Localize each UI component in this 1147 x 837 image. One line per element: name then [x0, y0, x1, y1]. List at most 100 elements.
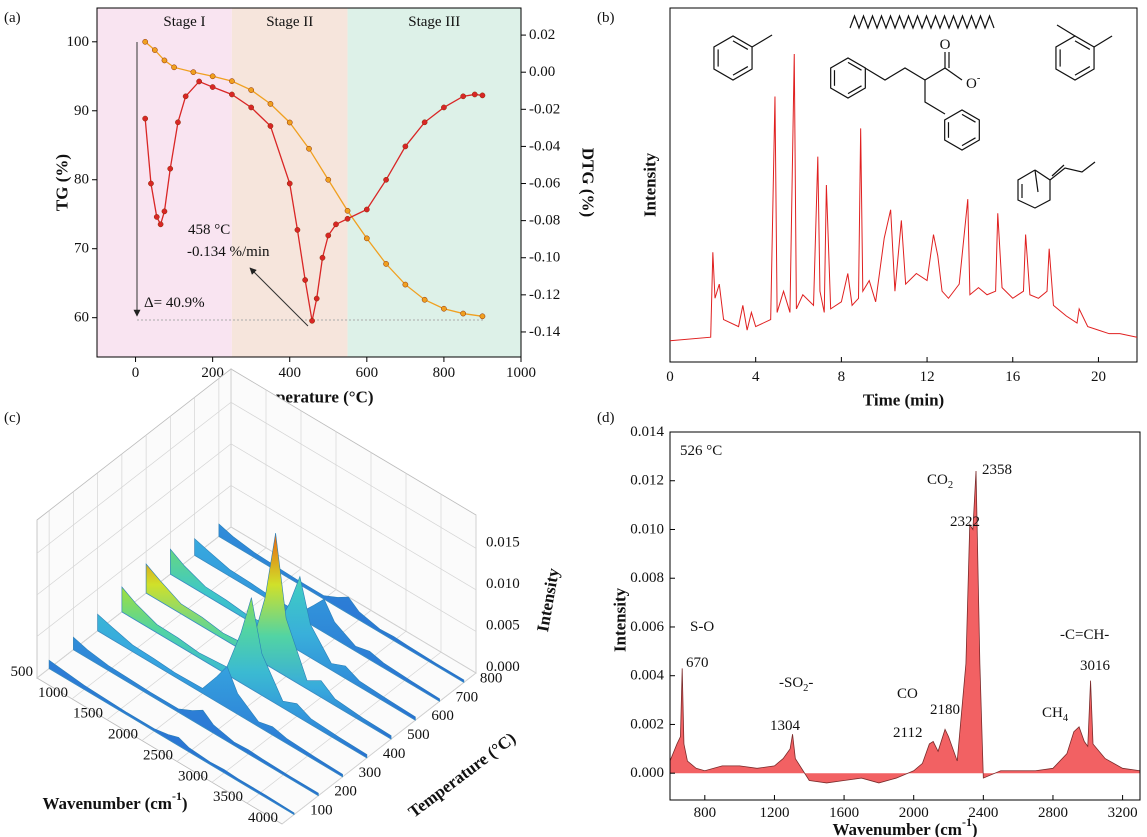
x-tick-label: 3000 [178, 768, 208, 784]
annotation-part: 2 [803, 683, 808, 694]
panel-d: 800 1200 1600 2000 2400 2800 3200 0.000 0.002 0.0… [611, 424, 1141, 837]
point [460, 310, 467, 317]
point [421, 119, 428, 126]
annotation-part: CH [1042, 705, 1063, 721]
annotation: -C=CH- [1060, 627, 1109, 643]
point [157, 221, 164, 228]
ring [944, 109, 980, 151]
x-tick-label: 0 [132, 365, 140, 381]
point [479, 313, 486, 320]
plot-frame [96, 7, 522, 358]
annotation: CO2 [927, 472, 953, 491]
point [294, 227, 301, 233]
y-axis-label: Intensity [641, 152, 660, 217]
bond [1056, 24, 1076, 37]
peak-arrow [249, 267, 309, 327]
panel-label: (d) [597, 410, 615, 426]
y-axis-label: Intensity [611, 587, 630, 652]
atom-label: O- [966, 73, 981, 92]
y-tick-label: 0.000 [630, 765, 664, 781]
annotation-part: -SO [779, 675, 803, 691]
annotation-part: 4 [1063, 713, 1069, 724]
x-tick-label: 2500 [143, 747, 173, 763]
x-tick-label: 500 [11, 664, 34, 680]
point [306, 145, 312, 152]
y2-tick-label: -0.02 [529, 101, 560, 117]
x-axis-label-part: ) [972, 820, 978, 837]
annotation: 2112 [893, 725, 922, 741]
y2-tick-label: -0.06 [529, 176, 561, 192]
point [302, 277, 308, 283]
y-tick-label: 100 [310, 803, 333, 819]
x-tick-label: 800 [433, 365, 456, 381]
atom-label-part: - [977, 73, 981, 84]
z-axis-label: Intensity [533, 566, 563, 633]
annotation-part: 2322 [950, 514, 980, 530]
annotation-part: CO [897, 686, 918, 702]
x-tick-label: 2000 [899, 805, 929, 821]
annotation: 670 [686, 655, 709, 671]
point [267, 101, 274, 107]
x-tick-label: 1600 [829, 805, 859, 821]
ridge-base [145, 592, 392, 740]
grid-line [36, 443, 232, 596]
annotation: 2180 [930, 702, 960, 718]
point [209, 84, 216, 90]
point [441, 305, 447, 312]
double-bond [847, 61, 862, 71]
point [441, 104, 447, 111]
annotation-part: 2358 [982, 462, 1012, 478]
point [309, 317, 315, 324]
double-bond [961, 113, 976, 123]
point [479, 92, 486, 99]
double-bond [961, 137, 976, 147]
double-bond [847, 85, 862, 95]
y-tick-label: 0.002 [630, 716, 664, 732]
annotation-part: - [808, 675, 813, 691]
grid-line [281, 672, 477, 825]
x-tick-label: 3200 [1108, 805, 1138, 821]
point [148, 180, 154, 187]
series-line [144, 41, 483, 317]
point [151, 47, 158, 53]
x-tick-label: 16 [1005, 369, 1021, 385]
annotation: CH4 [1042, 705, 1069, 724]
x-tick-label: 800 [694, 805, 717, 821]
annotation: 3016 [1080, 658, 1111, 674]
chain [1049, 161, 1096, 181]
stage-label: Stage III [408, 14, 460, 30]
z-tick-label: 0.010 [486, 576, 520, 592]
point [313, 295, 320, 302]
y-tick-label: 300 [359, 765, 382, 781]
annotation: 2322 [950, 514, 980, 530]
x-tick-label: 12 [920, 369, 935, 385]
point [171, 64, 177, 71]
x-tick-label: 400 [278, 365, 301, 381]
point [196, 78, 202, 85]
z-tick-label: 0.015 [486, 534, 520, 550]
point [344, 207, 351, 214]
point [229, 91, 235, 98]
y2-tick-label: -0.04 [529, 138, 561, 154]
point [471, 91, 478, 98]
panel-label: (c) [4, 410, 21, 426]
point [161, 57, 168, 64]
annotation: CO [897, 686, 918, 702]
z-tick-label: 0.000 [486, 659, 520, 675]
y-tick-label: 0.012 [630, 473, 664, 489]
annotation-part: 2180 [930, 702, 960, 718]
x-tick-label: 8 [838, 369, 846, 385]
annotation: -SO2- [779, 675, 813, 694]
point [142, 38, 149, 45]
panel-label: (b) [597, 10, 615, 26]
chain [864, 67, 926, 81]
x-axis-label-part: -1 [962, 815, 972, 829]
point [402, 143, 409, 150]
point [344, 215, 351, 222]
annotation: S-O [690, 619, 714, 635]
series-line [669, 54, 1138, 342]
series-line [144, 80, 483, 321]
